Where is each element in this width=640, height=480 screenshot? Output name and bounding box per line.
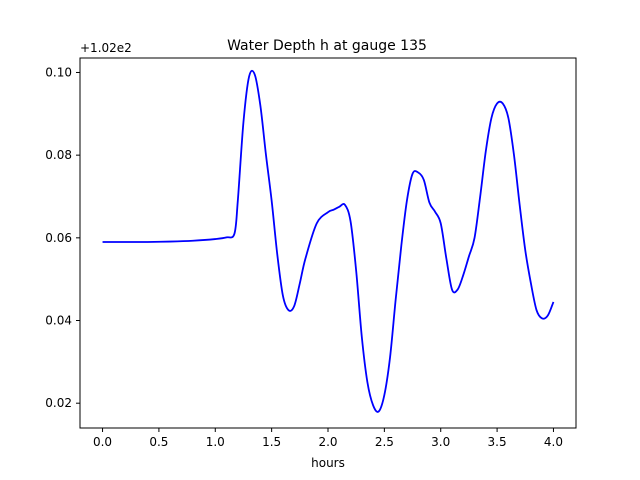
x-axis-label: hours <box>311 456 345 470</box>
x-tick-label: 4.0 <box>544 435 563 449</box>
y-tick-label: 0.04 <box>45 314 72 328</box>
y-tick-label: 0.10 <box>45 65 72 79</box>
y-axis: 0.02 0.04 0.06 0.08 0.10 <box>45 65 80 410</box>
x-tick-label: 0.0 <box>93 435 112 449</box>
x-tick-label: 1.5 <box>262 435 281 449</box>
y-tick-label: 0.08 <box>45 148 72 162</box>
series-line-0 <box>102 69 555 413</box>
x-axis: 0.0 0.5 1.0 1.5 2.0 2.5 3.0 3.5 4.0 <box>93 428 563 449</box>
x-tick-label: 3.0 <box>431 435 450 449</box>
axes-frame <box>79 57 577 429</box>
chart-title: Water Depth h at gauge 135 <box>227 38 427 54</box>
x-tick-label: 0.5 <box>149 435 168 449</box>
x-tick-label: 2.0 <box>318 435 337 449</box>
x-tick-label: 1.0 <box>206 435 225 449</box>
x-tick-label: 3.5 <box>488 435 507 449</box>
y-tick-label: 0.06 <box>45 231 72 245</box>
x-tick-label: 2.5 <box>375 435 394 449</box>
y-tick-label: 0.02 <box>45 396 72 410</box>
y-offset-label: +1.02e2 <box>80 41 132 55</box>
plot-area <box>102 69 555 413</box>
